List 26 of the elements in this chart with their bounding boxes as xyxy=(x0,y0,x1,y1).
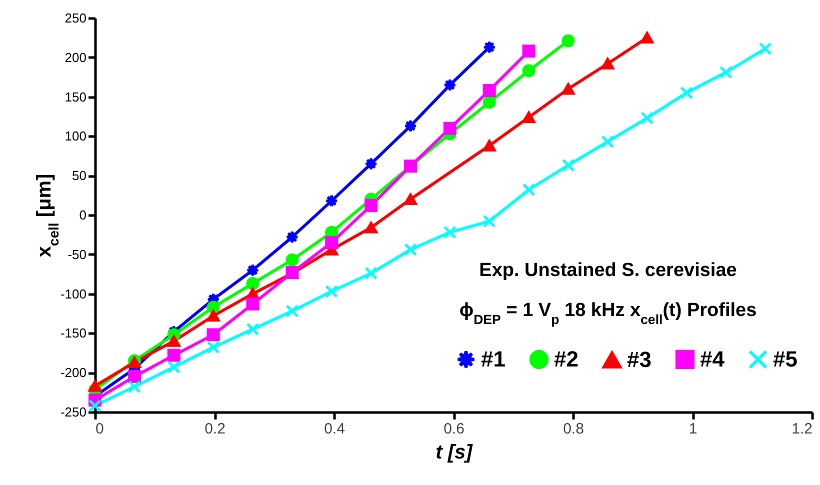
annotation: ϕ$_{DEP}$ = 1 V$_{p}$ 18 kHz x$_{cell}$(t) Profiles xyxy=(459,300,757,326)
legend-label: #5 xyxy=(773,346,798,372)
legend-label: #4 xyxy=(700,346,726,372)
x-tick-label: 0.4 xyxy=(324,420,345,438)
x-tick-label: 0.6 xyxy=(444,420,464,438)
y-tick-label: -50 xyxy=(68,246,86,262)
x-tick-label: 0.8 xyxy=(563,420,584,438)
y-tick-label: 200 xyxy=(64,50,86,65)
x-tick-label: 0.2 xyxy=(204,420,226,438)
y-tick-label: -150 xyxy=(60,326,86,341)
y-tick-label: -100 xyxy=(60,286,86,302)
y-tick-label: -200 xyxy=(60,365,86,380)
y-tick-label: -250 xyxy=(60,404,86,420)
y-tick-label: 150 xyxy=(64,89,86,104)
annotation: Exp. Unstained S. cerevisiae xyxy=(479,260,737,281)
legend-label: #2 xyxy=(554,346,578,372)
x-tick-label: 1 xyxy=(688,420,698,438)
y-tick-label: 250 xyxy=(64,10,86,26)
x-tick-label: 1.2 xyxy=(792,420,812,438)
legend-label: #1 xyxy=(481,346,506,372)
x-tick-label: 0 xyxy=(96,420,104,438)
legend-label: #3 xyxy=(627,347,652,372)
y-tick-label: 0 xyxy=(79,208,86,222)
y-tick-label: 50 xyxy=(72,168,86,184)
y-tick-label: 100 xyxy=(64,128,86,144)
x-axis-title: t [s] xyxy=(436,442,474,464)
